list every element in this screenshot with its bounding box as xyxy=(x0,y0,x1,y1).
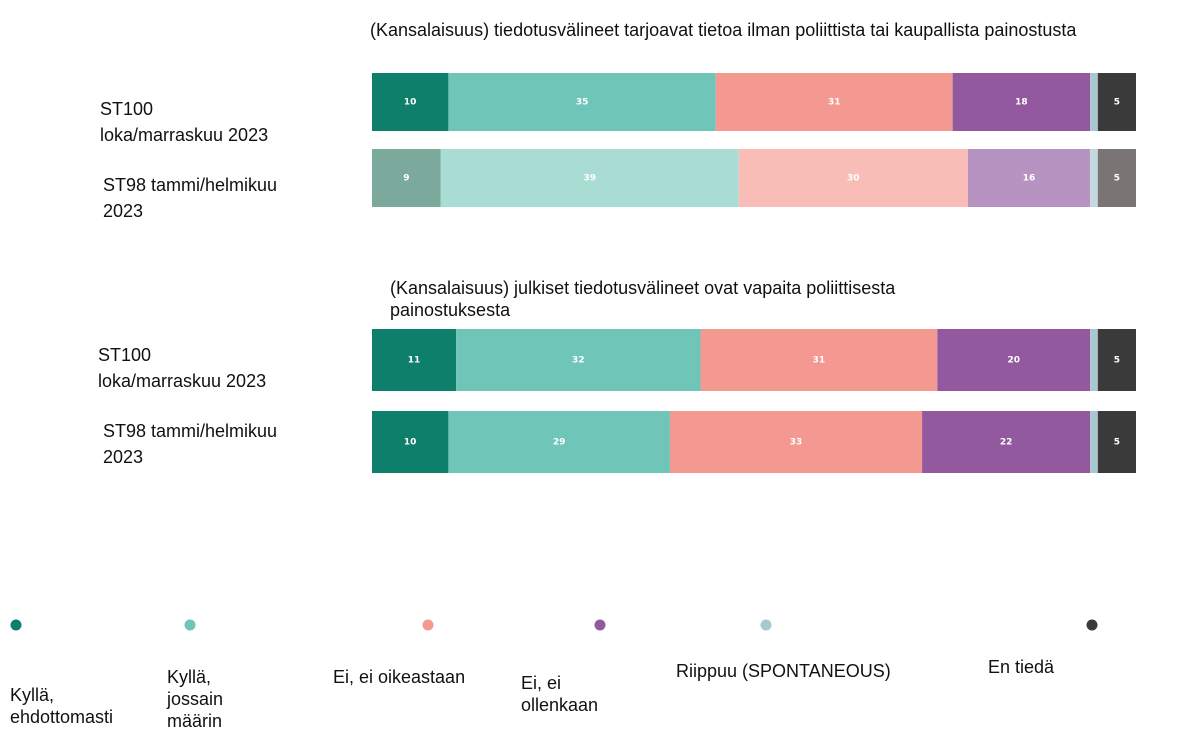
bar-segment xyxy=(1097,329,1136,391)
bar-segment xyxy=(440,149,739,207)
legend-label: En tiedä xyxy=(988,657,1055,677)
bar-segment xyxy=(1090,329,1098,391)
value-label: 9 xyxy=(403,174,409,184)
bar-segment xyxy=(669,411,923,473)
value-label: 10 xyxy=(404,98,417,108)
bar-segment xyxy=(700,329,938,391)
legend-label: Ei, ei oikeastaan xyxy=(333,667,466,687)
legend-label: Kyllä, ehdottomasti xyxy=(10,685,114,727)
legend-marker xyxy=(10,619,22,631)
value-label: 5 xyxy=(1114,174,1120,184)
legend-marker xyxy=(1086,619,1098,631)
chart-title: (Kansalaisuus) julkiset tiedotusvälineet… xyxy=(390,278,896,320)
value-label: 35 xyxy=(576,98,589,108)
bar-segment xyxy=(448,411,670,473)
bar-segment xyxy=(937,329,1091,391)
value-label: 18 xyxy=(1015,98,1028,108)
category-label: ST100 loka/marraskuu 2023 xyxy=(100,99,269,145)
value-label: 11 xyxy=(408,356,421,366)
value-label: 5 xyxy=(1114,438,1120,448)
bar-segment xyxy=(738,149,968,207)
bar-segment xyxy=(372,149,441,207)
legend-label: Kyllä, jossain määrin xyxy=(167,667,224,731)
category-label: ST98 tammi/helmikuu 2023 xyxy=(103,421,278,467)
value-label: 22 xyxy=(1000,438,1013,448)
bar-segment xyxy=(1097,149,1136,207)
value-label: 30 xyxy=(847,174,860,184)
bar-segment xyxy=(715,73,953,131)
bar-segment xyxy=(1097,73,1136,131)
value-label: 5 xyxy=(1114,98,1120,108)
value-label: 39 xyxy=(583,174,596,184)
category-label: ST98 tammi/helmikuu 2023 xyxy=(103,175,278,221)
legend-label: Ei, ei ollenkaan xyxy=(521,673,599,715)
bar-segment xyxy=(922,411,1091,473)
value-label: 20 xyxy=(1007,356,1020,366)
value-label: 16 xyxy=(1023,174,1036,184)
chart-title: (Kansalaisuus) tiedotusvälineet tarjoava… xyxy=(370,20,1077,40)
bar-segment xyxy=(448,73,716,131)
category-label: ST100 loka/marraskuu 2023 xyxy=(98,345,267,391)
legend-marker xyxy=(422,619,434,631)
value-label: 5 xyxy=(1114,356,1120,366)
value-label: 29 xyxy=(553,438,566,448)
bar-segment xyxy=(1090,411,1098,473)
legend-label: Riippuu (SPONTANEOUS) xyxy=(676,661,891,681)
bar-segment xyxy=(456,329,701,391)
bar-segment xyxy=(952,73,1091,131)
value-label: 33 xyxy=(790,438,803,448)
bar-segment xyxy=(1097,411,1136,473)
bar-segment xyxy=(372,411,449,473)
value-label: 31 xyxy=(828,98,841,108)
legend-marker xyxy=(184,619,196,631)
bar-segment xyxy=(372,329,457,391)
value-label: 10 xyxy=(404,438,417,448)
bar-segment xyxy=(967,149,1091,207)
legend-marker xyxy=(594,619,606,631)
legend-marker xyxy=(760,619,772,631)
bar-segment xyxy=(372,73,449,131)
value-label: 32 xyxy=(572,356,585,366)
bar-segment xyxy=(1090,73,1098,131)
value-label: 31 xyxy=(813,356,826,366)
bar-segment xyxy=(1090,149,1098,207)
